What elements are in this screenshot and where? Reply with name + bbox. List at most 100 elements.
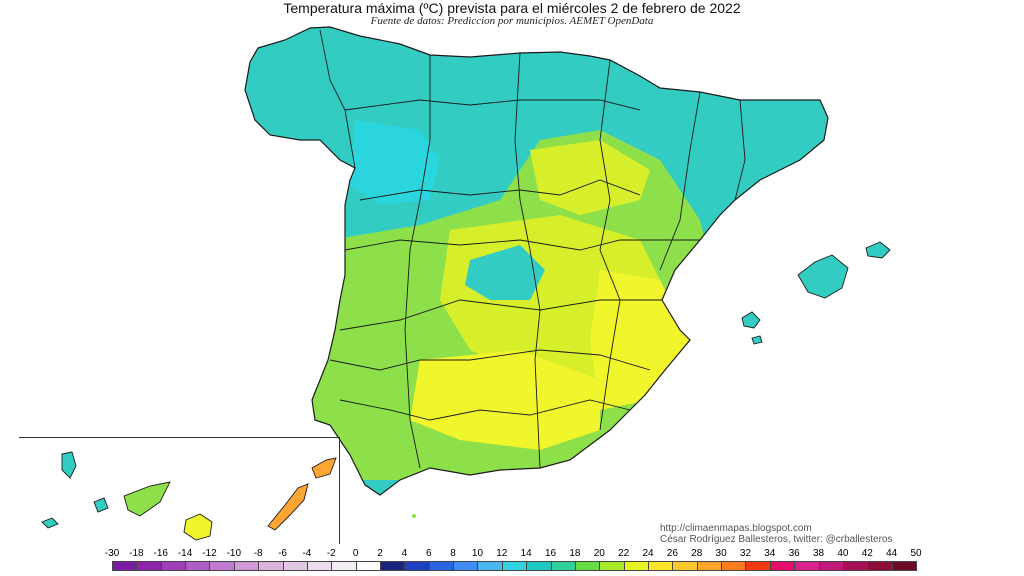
legend-label: 36 [788,548,800,559]
legend-swatch [501,561,528,571]
border-south [339,399,631,421]
la-gomera [93,497,109,513]
legend-label: 18 [569,548,581,559]
legend-label: 38 [812,548,825,559]
legend-label: 34 [764,548,776,559]
temperature-legend: -30 -18 -16 -14 -12 -10 -8 -6 -4 -2 0 2 4 6 8 10 12 14 16 1… [0,548,1024,576]
border-center [344,239,700,251]
legend-swatch [550,561,576,571]
legend-swatch [306,561,333,571]
legend-label: -2 [326,548,336,559]
balearic-islands [741,241,891,345]
legend-label: 10 [471,548,484,559]
legend-label: 26 [666,548,678,559]
legend-label: 30 [715,548,727,559]
legend-swatch [453,561,479,571]
legend-label: -4 [302,548,312,559]
legend-label: 0 [352,548,359,559]
legend-swatch [648,561,674,571]
province-borders [244,26,829,496]
tenerife [123,481,171,517]
ibiza [741,311,761,329]
legend-label: 6 [425,548,432,559]
fuerteventura [267,483,309,531]
guadalquivir-mild-zone [320,390,400,470]
legend-swatch [160,561,187,571]
legend-swatch [185,561,211,571]
legend-swatch [599,561,625,571]
legend-swatch [258,561,284,571]
legend-swatch [112,561,138,571]
legend-label: 12 [496,548,508,559]
border-south-center [339,299,662,331]
legend-swatch [428,561,455,571]
legend-label: 24 [642,548,654,559]
legend-label: 32 [739,548,752,559]
legend-label: -18 [129,548,144,559]
border-vertical-4 [659,91,701,271]
legend-label: -10 [226,548,242,559]
map-title: Temperatura máxima (ºC) prevista para el… [283,0,741,16]
credit-author: César Rodríguez Ballesteros, twitter: @c… [660,534,893,545]
legend-label: 22 [618,548,630,559]
credit-website: http://climaenmapas.blogspot.com [660,523,812,534]
mainland-spain [244,26,829,496]
mallorca [797,254,849,299]
legend-swatch [842,561,869,571]
legend-label: 42 [861,548,873,559]
legend-label: 8 [450,548,456,559]
legend-swatch [769,561,796,571]
border-catalonia [734,99,746,201]
northwest-cool-zone [350,120,440,205]
legend-swatch [331,561,357,571]
border-vertical-2 [514,52,541,469]
legend-swatch [526,561,552,571]
legend-label: 14 [520,548,532,559]
border-north [344,99,641,111]
legend-label: 44 [886,548,898,559]
legend-label: 2 [377,548,383,559]
central-system-cool-zone [465,245,545,300]
legend-swatch [209,561,235,571]
border-vertical-3 [599,59,621,431]
legend-label: -16 [153,548,168,559]
legend-swatch [721,561,747,571]
legend-label: 40 [837,548,849,559]
formentera [751,335,763,345]
legend-label: 4 [401,548,408,559]
lanzarote [311,457,337,479]
legend-label: 50 [910,548,922,559]
legend-swatch [282,561,308,571]
legend-swatch [477,561,503,571]
legend-swatch [380,561,406,571]
la-palma [61,451,77,479]
legend-swatch [867,561,893,571]
border-castilla-north [359,179,641,201]
ceuta [412,514,416,518]
legend-label: -30 [104,548,120,559]
legend-swatch [574,561,601,571]
border-andalusia [329,349,651,371]
menorca [865,241,891,259]
legend-label: -12 [202,548,217,559]
andalusia-hot-zone [410,350,600,450]
ebro-valley-warm-zone [530,140,650,215]
legend-swatch [136,561,162,571]
pyrenees-cool-zone [620,70,820,160]
legend-swatch [818,561,844,571]
legend-swatch [794,561,820,571]
gran-canaria [183,513,213,541]
levante-hot-zone [590,270,690,410]
legend-label: 20 [593,548,605,559]
legend-swatch [623,561,649,571]
peninsula-outline [244,26,829,496]
legend-swatch [672,561,698,571]
canary-inset-frame [19,437,340,544]
legend-label: -6 [278,548,287,559]
legend-swatch [891,561,917,571]
border-galicia [319,29,356,169]
legend-label: -8 [253,548,263,559]
legend-swatch [696,561,723,571]
legend-swatch [355,561,381,571]
